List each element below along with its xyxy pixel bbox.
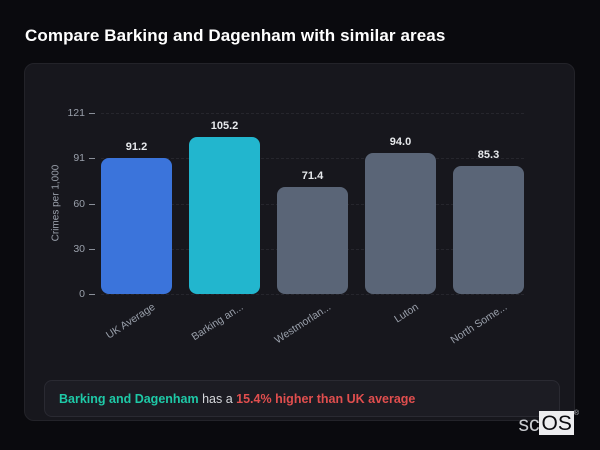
bar-column: 71.4 Westmorlan... — [272, 113, 348, 346]
y-tick-mark — [89, 294, 95, 295]
x-axis-label: UK Average — [103, 301, 158, 342]
bar-value-label: 105.2 — [210, 119, 239, 132]
page-title: Compare Barking and Dagenham with simila… — [25, 26, 446, 45]
y-tick-label: 0 — [79, 288, 85, 300]
bar-value-label: 71.4 — [301, 170, 324, 183]
bar-value-label: 85.3 — [477, 149, 500, 162]
chart-card: Crimes per 1,000 0 30 60 91 121 91.2 UK Averag… — [24, 63, 575, 421]
y-axis-title: Crimes per 1,000 — [50, 164, 62, 242]
gridline — [101, 294, 524, 295]
bar-1[interactable] — [101, 157, 172, 294]
note-area-name: Barking and Dagenham — [59, 391, 199, 406]
bar-value-label: 91.2 — [125, 140, 148, 153]
bar-3[interactable] — [277, 187, 348, 294]
scos-logo-prefix: sc — [518, 413, 540, 436]
y-tick-mark — [89, 204, 95, 206]
bar-5[interactable] — [453, 166, 524, 294]
bar-column: 85.3 North Some... — [448, 113, 524, 346]
y-tick-label: 121 — [67, 107, 85, 119]
bar-column: 105.2 Barking an... — [189, 113, 260, 343]
bar-4[interactable] — [365, 153, 436, 294]
scos-logo-suffix: OS — [539, 411, 574, 435]
gridline — [101, 113, 524, 114]
y-tick-label: 30 — [73, 243, 85, 256]
x-axis-label: Luton — [392, 301, 422, 326]
gridline — [101, 157, 524, 159]
y-tick-mark — [89, 157, 95, 159]
bar-series: 91.2 UK Average 105.2 Barking an... 71.4 West… — [101, 113, 524, 346]
bar-2[interactable] — [189, 136, 260, 294]
y-tick-mark — [89, 113, 95, 114]
bar-chart-plot-area: 0 30 60 91 121 91.2 UK Average 105.2 Barking an.… — [67, 107, 524, 346]
bar-value-label: 94.0 — [389, 136, 412, 149]
scos-logo: sc OS ® — [518, 410, 579, 435]
note-statistic: 15.4% higher than UK average — [236, 391, 416, 406]
y-tick-mark — [89, 249, 95, 251]
x-axis-label: Barking an... — [189, 301, 246, 344]
bar-column: 94.0 Luton — [365, 113, 436, 325]
registered-trademark-icon: ® — [573, 410, 579, 417]
y-tick-label: 91 — [73, 151, 85, 164]
note-connector-text: has a — [198, 391, 237, 406]
bar-column: 91.2 UK Average — [101, 113, 172, 341]
x-axis-label: Westmorlan... — [272, 301, 334, 347]
x-axis-label: North Some... — [448, 301, 510, 347]
comparison-note: Barking and Dagenham has a 15.4% higher … — [44, 380, 560, 417]
y-tick-label: 60 — [73, 198, 85, 211]
